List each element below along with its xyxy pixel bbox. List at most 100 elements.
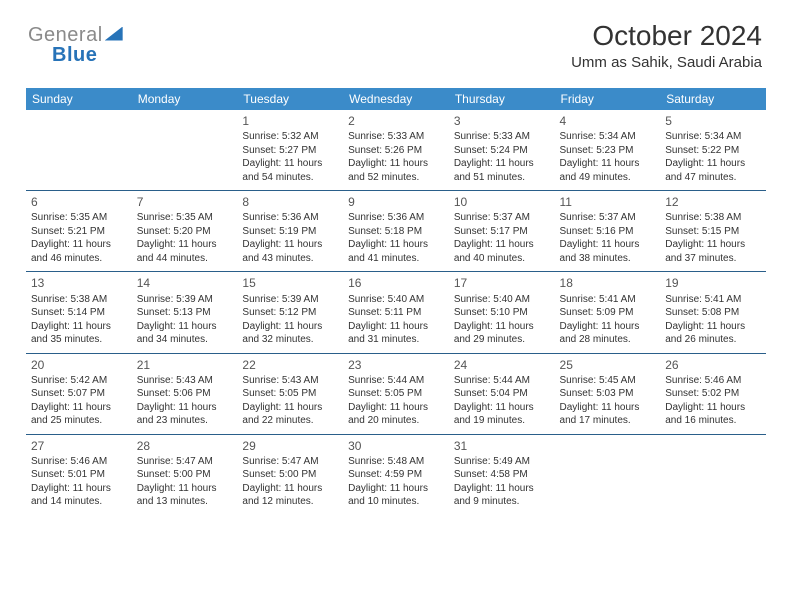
location: Umm as Sahik, Saudi Arabia <box>571 54 762 71</box>
sunset-line: Sunset: 5:15 PM <box>665 225 761 239</box>
sunrise-line: Sunrise: 5:37 AM <box>454 211 550 225</box>
daylight-line: Daylight: 11 hours and 43 minutes. <box>242 238 338 265</box>
day-number: 5 <box>665 113 761 129</box>
sunset-line: Sunset: 5:18 PM <box>348 225 444 239</box>
day-number: 25 <box>560 357 656 373</box>
daylight-line: Daylight: 11 hours and 38 minutes. <box>560 238 656 265</box>
day-number: 13 <box>31 275 127 291</box>
day-number: 14 <box>137 275 233 291</box>
sunset-line: Sunset: 5:05 PM <box>242 387 338 401</box>
sunset-line: Sunset: 5:14 PM <box>31 306 127 320</box>
calendar-cell: 30Sunrise: 5:48 AMSunset: 4:59 PMDayligh… <box>343 434 449 515</box>
calendar-cell-empty <box>26 110 132 191</box>
daylight-line: Daylight: 11 hours and 37 minutes. <box>665 238 761 265</box>
daylight-line: Daylight: 11 hours and 14 minutes. <box>31 482 127 509</box>
sunset-line: Sunset: 5:04 PM <box>454 387 550 401</box>
calendar-cell: 17Sunrise: 5:40 AMSunset: 5:10 PMDayligh… <box>449 272 555 353</box>
day-number: 28 <box>137 438 233 454</box>
day-number: 22 <box>242 357 338 373</box>
day-number: 26 <box>665 357 761 373</box>
calendar-row: 6Sunrise: 5:35 AMSunset: 5:21 PMDaylight… <box>26 191 766 272</box>
day-number: 21 <box>137 357 233 373</box>
sunset-line: Sunset: 5:07 PM <box>31 387 127 401</box>
day-number: 7 <box>137 194 233 210</box>
calendar-cell: 10Sunrise: 5:37 AMSunset: 5:17 PMDayligh… <box>449 191 555 272</box>
sunset-line: Sunset: 5:21 PM <box>31 225 127 239</box>
sunrise-line: Sunrise: 5:41 AM <box>560 293 656 307</box>
sunset-line: Sunset: 5:00 PM <box>242 468 338 482</box>
calendar-cell-empty <box>132 110 238 191</box>
calendar-cell: 11Sunrise: 5:37 AMSunset: 5:16 PMDayligh… <box>555 191 661 272</box>
sunrise-line: Sunrise: 5:39 AM <box>242 293 338 307</box>
daylight-line: Daylight: 11 hours and 19 minutes. <box>454 401 550 428</box>
calendar-cell: 8Sunrise: 5:36 AMSunset: 5:19 PMDaylight… <box>237 191 343 272</box>
sunset-line: Sunset: 5:05 PM <box>348 387 444 401</box>
calendar-cell: 23Sunrise: 5:44 AMSunset: 5:05 PMDayligh… <box>343 353 449 434</box>
day-number: 9 <box>348 194 444 210</box>
daylight-line: Daylight: 11 hours and 49 minutes. <box>560 157 656 184</box>
daylight-line: Daylight: 11 hours and 54 minutes. <box>242 157 338 184</box>
sunrise-line: Sunrise: 5:42 AM <box>31 374 127 388</box>
daylight-line: Daylight: 11 hours and 46 minutes. <box>31 238 127 265</box>
sunset-line: Sunset: 5:06 PM <box>137 387 233 401</box>
sunset-line: Sunset: 4:58 PM <box>454 468 550 482</box>
calendar-cell: 29Sunrise: 5:47 AMSunset: 5:00 PMDayligh… <box>237 434 343 515</box>
daylight-line: Daylight: 11 hours and 23 minutes. <box>137 401 233 428</box>
calendar-row: 1Sunrise: 5:32 AMSunset: 5:27 PMDaylight… <box>26 110 766 191</box>
calendar-cell: 4Sunrise: 5:34 AMSunset: 5:23 PMDaylight… <box>555 110 661 191</box>
calendar-cell: 13Sunrise: 5:38 AMSunset: 5:14 PMDayligh… <box>26 272 132 353</box>
calendar-cell: 28Sunrise: 5:47 AMSunset: 5:00 PMDayligh… <box>132 434 238 515</box>
calendar-cell: 12Sunrise: 5:38 AMSunset: 5:15 PMDayligh… <box>660 191 766 272</box>
daylight-line: Daylight: 11 hours and 51 minutes. <box>454 157 550 184</box>
day-number: 12 <box>665 194 761 210</box>
sunrise-line: Sunrise: 5:35 AM <box>137 211 233 225</box>
logo-text-2: Blue <box>52 44 97 66</box>
logo-text-1: General <box>28 24 103 46</box>
calendar-cell: 9Sunrise: 5:36 AMSunset: 5:18 PMDaylight… <box>343 191 449 272</box>
sunset-line: Sunset: 5:09 PM <box>560 306 656 320</box>
daylight-line: Daylight: 11 hours and 16 minutes. <box>665 401 761 428</box>
sunset-line: Sunset: 5:08 PM <box>665 306 761 320</box>
calendar-cell: 26Sunrise: 5:46 AMSunset: 5:02 PMDayligh… <box>660 353 766 434</box>
day-number: 15 <box>242 275 338 291</box>
calendar-cell-empty <box>660 434 766 515</box>
daylight-line: Daylight: 11 hours and 9 minutes. <box>454 482 550 509</box>
daylight-line: Daylight: 11 hours and 29 minutes. <box>454 320 550 347</box>
sunset-line: Sunset: 5:10 PM <box>454 306 550 320</box>
sunset-line: Sunset: 5:01 PM <box>31 468 127 482</box>
day-number: 31 <box>454 438 550 454</box>
calendar-cell: 6Sunrise: 5:35 AMSunset: 5:21 PMDaylight… <box>26 191 132 272</box>
sunrise-line: Sunrise: 5:34 AM <box>560 130 656 144</box>
sunrise-line: Sunrise: 5:46 AM <box>31 455 127 469</box>
day-number: 24 <box>454 357 550 373</box>
day-number: 29 <box>242 438 338 454</box>
sunset-line: Sunset: 5:02 PM <box>665 387 761 401</box>
sunset-line: Sunset: 5:11 PM <box>348 306 444 320</box>
sunrise-line: Sunrise: 5:40 AM <box>454 293 550 307</box>
calendar-cell: 24Sunrise: 5:44 AMSunset: 5:04 PMDayligh… <box>449 353 555 434</box>
sunset-line: Sunset: 5:12 PM <box>242 306 338 320</box>
logo-triangle-icon <box>105 27 123 41</box>
calendar-table: SundayMondayTuesdayWednesdayThursdayFrid… <box>26 88 766 515</box>
day-header: Saturday <box>660 88 766 110</box>
daylight-line: Daylight: 11 hours and 17 minutes. <box>560 401 656 428</box>
sunrise-line: Sunrise: 5:32 AM <box>242 130 338 144</box>
daylight-line: Daylight: 11 hours and 26 minutes. <box>665 320 761 347</box>
daylight-line: Daylight: 11 hours and 34 minutes. <box>137 320 233 347</box>
day-number: 2 <box>348 113 444 129</box>
sunrise-line: Sunrise: 5:47 AM <box>137 455 233 469</box>
sunset-line: Sunset: 4:59 PM <box>348 468 444 482</box>
day-number: 11 <box>560 194 656 210</box>
month-title: October 2024 <box>571 20 762 52</box>
sunrise-line: Sunrise: 5:48 AM <box>348 455 444 469</box>
daylight-line: Daylight: 11 hours and 25 minutes. <box>31 401 127 428</box>
sunset-line: Sunset: 5:27 PM <box>242 144 338 158</box>
sunrise-line: Sunrise: 5:46 AM <box>665 374 761 388</box>
calendar-cell: 2Sunrise: 5:33 AMSunset: 5:26 PMDaylight… <box>343 110 449 191</box>
day-number: 10 <box>454 194 550 210</box>
calendar-row: 13Sunrise: 5:38 AMSunset: 5:14 PMDayligh… <box>26 272 766 353</box>
sunset-line: Sunset: 5:22 PM <box>665 144 761 158</box>
calendar-cell-empty <box>555 434 661 515</box>
sunrise-line: Sunrise: 5:44 AM <box>348 374 444 388</box>
sunrise-line: Sunrise: 5:40 AM <box>348 293 444 307</box>
